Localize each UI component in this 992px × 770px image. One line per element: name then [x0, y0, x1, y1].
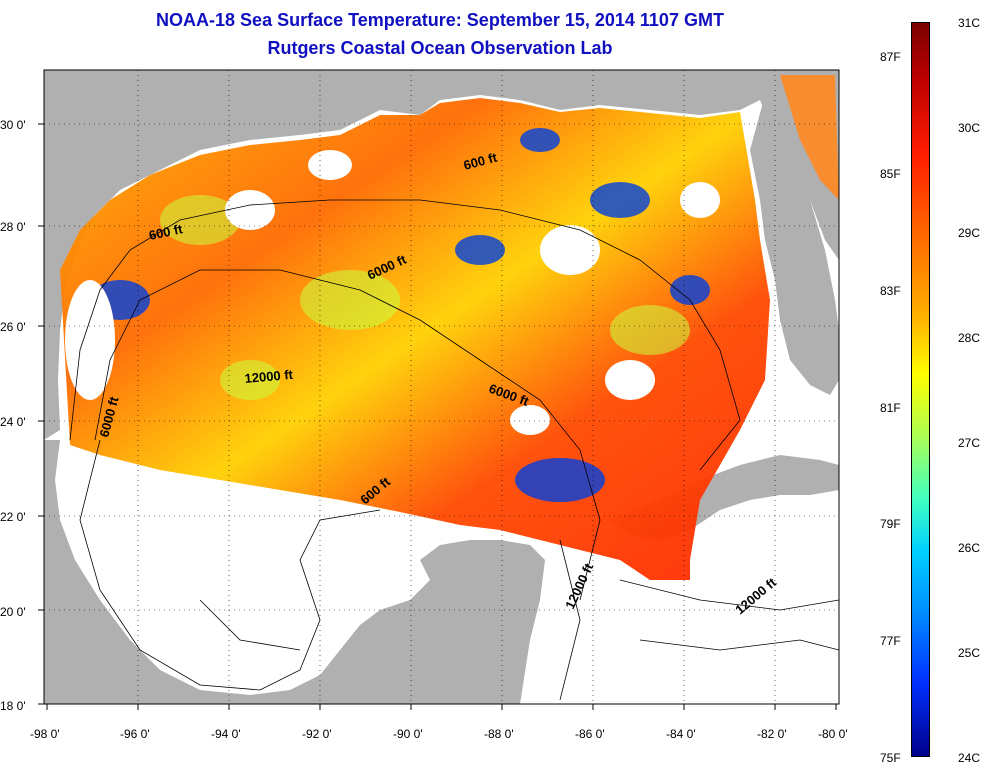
colorbar-celsius-label: 28C — [958, 331, 981, 345]
colorbar-fahrenheit-label: 81F — [880, 401, 901, 415]
y-tick-label: 20 0' — [0, 605, 26, 619]
map-title: NOAA-18 Sea Surface Temperature: Septemb… — [156, 10, 724, 30]
temperature-colorbar — [911, 22, 930, 757]
cloud-gaps — [65, 150, 720, 435]
y-tick-label: 22 0' — [0, 510, 26, 524]
colorbar-celsius-label: 27C — [958, 436, 981, 450]
x-tick-label: -92 0' — [302, 727, 332, 741]
x-tick-label: -82 0' — [757, 727, 787, 741]
x-tick-label: -80 0' — [818, 727, 848, 741]
y-tick-label: 26 0' — [0, 320, 26, 334]
colorbar-fahrenheit-label: 85F — [880, 167, 901, 181]
colorbar-celsius-label: 26C — [958, 541, 981, 555]
y-tick-label: 18 0' — [0, 699, 26, 713]
x-tick-label: -84 0' — [666, 727, 696, 741]
colorbar-fahrenheit-label: 75F — [880, 751, 901, 765]
colorbar-celsius-label: 29C — [958, 226, 981, 240]
y-tick-label: 30 0' — [0, 118, 26, 132]
colorbar-celsius-label: 25C — [958, 646, 981, 660]
x-tick-label: -96 0' — [120, 727, 150, 741]
grid-lines — [44, 70, 839, 704]
x-tick-label: -98 0' — [30, 727, 60, 741]
contour-label: 12000 ft — [244, 367, 294, 386]
y-tick-label: 24 0' — [0, 415, 26, 429]
colorbar-fahrenheit-label: 83F — [880, 284, 901, 298]
atlantic-swath — [780, 75, 839, 200]
cool-water-patches — [90, 128, 710, 502]
colorbar-celsius-label: 24C — [958, 751, 981, 765]
x-tick-label: -88 0' — [484, 727, 514, 741]
x-tick-label: -90 0' — [393, 727, 423, 741]
colorbar-fahrenheit-label: 77F — [880, 634, 901, 648]
contour-label: 600 ft — [148, 221, 185, 243]
colorbar-celsius-label: 30C — [958, 121, 981, 135]
us-gulf-coast-land — [44, 70, 839, 440]
colorbar-fahrenheit-label: 87F — [880, 50, 901, 64]
yellow-green-patches — [160, 195, 690, 400]
x-tick-label: -86 0' — [575, 727, 605, 741]
mexico-land — [44, 440, 545, 704]
bathymetry-contours — [69, 199, 839, 701]
y-tick-label: 28 0' — [0, 220, 26, 234]
colorbar-fahrenheit-label: 79F — [880, 517, 901, 531]
map-frame — [43, 69, 840, 705]
florida-peninsula — [750, 95, 839, 395]
axis-ticks — [38, 123, 837, 710]
x-tick-label: -94 0' — [211, 727, 241, 741]
colorbar-celsius-label: 31C — [958, 16, 981, 30]
map-subtitle: Rutgers Coastal Ocean Observation Lab — [267, 38, 613, 58]
